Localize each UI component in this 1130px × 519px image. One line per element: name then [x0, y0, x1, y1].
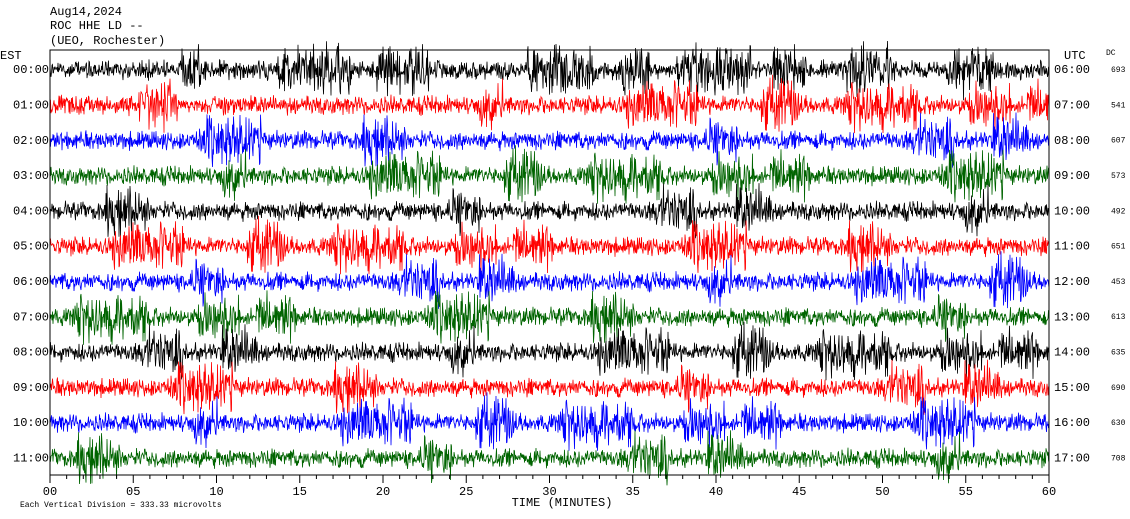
- utc-label: 06:00: [1054, 63, 1090, 77]
- x-tick-label: 35: [626, 485, 640, 499]
- utc-label: 12:00: [1054, 275, 1090, 289]
- est-label: 08:00: [13, 346, 49, 360]
- est-label: 03:00: [13, 169, 49, 183]
- dc-value: 693: [1111, 66, 1126, 75]
- est-label: 11:00: [13, 451, 49, 465]
- utc-label: 17:00: [1054, 451, 1090, 465]
- utc-label: 14:00: [1054, 346, 1090, 360]
- x-tick-label: 30: [542, 485, 556, 499]
- dc-value: 541: [1111, 101, 1126, 110]
- trace: [49, 290, 1050, 345]
- x-tick-label: 55: [959, 485, 973, 499]
- est-label: 00:00: [13, 63, 49, 77]
- utc-label: 08:00: [1054, 134, 1090, 148]
- est-label: 09:00: [13, 381, 49, 395]
- x-tick-label: 15: [293, 485, 307, 499]
- dc-value: 630: [1111, 419, 1126, 428]
- est-label: 06:00: [13, 275, 49, 289]
- x-axis-title: TIME (MINUTES): [512, 496, 613, 510]
- dc-value: 573: [1111, 172, 1126, 181]
- dc-value: 613: [1111, 313, 1126, 322]
- x-tick-label: 10: [209, 485, 223, 499]
- utc-label: 15:00: [1054, 381, 1090, 395]
- utc-label: 16:00: [1054, 416, 1090, 430]
- dc-title: DC: [1106, 49, 1116, 58]
- utc-label: 11:00: [1054, 240, 1090, 254]
- utc-label: 13:00: [1054, 310, 1090, 324]
- utc-label: 09:00: [1054, 169, 1090, 183]
- dc-value: 708: [1111, 454, 1126, 463]
- dc-value: 607: [1111, 137, 1126, 146]
- trace: [49, 251, 1050, 309]
- est-label: 04:00: [13, 204, 49, 218]
- trace: [49, 321, 1050, 381]
- x-tick-label: 00: [43, 485, 57, 499]
- est-label: 02:00: [13, 134, 49, 148]
- trace: [49, 183, 1050, 239]
- dc-value: 492: [1111, 207, 1126, 216]
- trace: [49, 359, 1050, 415]
- dc-value: 651: [1111, 243, 1126, 252]
- est-label: 07:00: [13, 310, 49, 324]
- dc-value: 635: [1111, 349, 1126, 358]
- right-axis-title: UTC: [1064, 49, 1086, 63]
- x-tick-label: 60: [1042, 485, 1056, 499]
- x-tick-label: 40: [709, 485, 723, 499]
- x-tick-label: 50: [875, 485, 889, 499]
- trace: [49, 392, 1050, 451]
- x-tick-label: 25: [459, 485, 473, 499]
- trace: [49, 145, 1050, 204]
- traces: [49, 40, 1050, 486]
- dc-value: 453: [1111, 278, 1126, 287]
- date: Aug14,2024: [50, 5, 122, 19]
- x-tick-label: 20: [376, 485, 390, 499]
- utc-label: 07:00: [1054, 98, 1090, 112]
- x-tick-label: 05: [126, 485, 140, 499]
- est-label: 05:00: [13, 240, 49, 254]
- footer: Each Vertical Division = 333.33 microvol…: [20, 501, 222, 510]
- station: ROC HHE LD --: [50, 19, 144, 33]
- dc-value: 690: [1111, 384, 1126, 393]
- trace: [49, 430, 1050, 486]
- trace: [49, 112, 1050, 168]
- left-axis-title: EST: [0, 49, 22, 63]
- trace: [49, 215, 1050, 275]
- trace: [49, 74, 1050, 134]
- est-label: 01:00: [13, 98, 49, 112]
- location: (UEO, Rochester): [50, 34, 165, 48]
- est-label: 10:00: [13, 416, 49, 430]
- trace: [49, 40, 1050, 101]
- utc-label: 10:00: [1054, 204, 1090, 218]
- x-tick-label: 45: [792, 485, 806, 499]
